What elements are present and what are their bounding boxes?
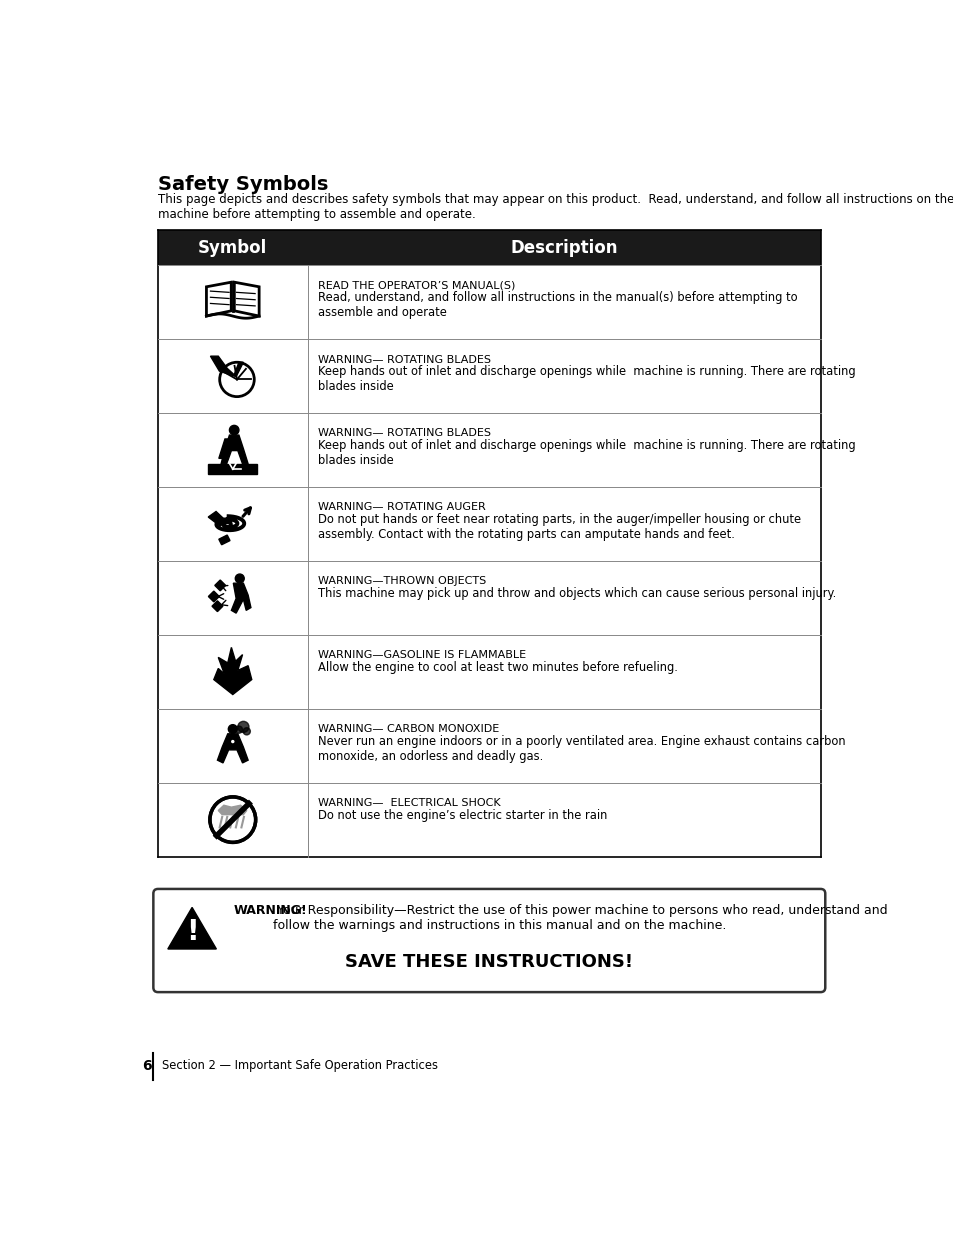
Text: Section 2 — Important Safe Operation Practices: Section 2 — Important Safe Operation Pra… xyxy=(162,1060,437,1072)
Text: Read, understand, and follow all instructions in the manual(s) before attempting: Read, understand, and follow all instruc… xyxy=(318,291,798,320)
Text: WARNING— ROTATING BLADES: WARNING— ROTATING BLADES xyxy=(318,354,491,364)
Text: WARNING—GASOLINE IS FLAMMABLE: WARNING—GASOLINE IS FLAMMABLE xyxy=(318,651,526,661)
Polygon shape xyxy=(212,600,223,611)
Text: Allow the engine to cool at least two minutes before refueling.: Allow the engine to cool at least two mi… xyxy=(318,661,678,674)
Text: Do not put hands or feet near rotating parts, in the auger/impeller housing or c: Do not put hands or feet near rotating p… xyxy=(318,514,801,541)
Polygon shape xyxy=(234,282,259,316)
Text: WARNING— CARBON MONOXIDE: WARNING— CARBON MONOXIDE xyxy=(318,724,499,734)
FancyBboxPatch shape xyxy=(208,464,257,474)
Polygon shape xyxy=(232,583,251,613)
Polygon shape xyxy=(221,435,248,464)
Polygon shape xyxy=(168,908,216,948)
Polygon shape xyxy=(218,805,247,815)
Polygon shape xyxy=(211,356,243,377)
Polygon shape xyxy=(208,592,219,601)
Text: This page depicts and describes safety symbols that may appear on this product. : This page depicts and describes safety s… xyxy=(158,193,953,221)
Circle shape xyxy=(230,425,238,435)
Text: Safety Symbols: Safety Symbols xyxy=(158,175,328,194)
Circle shape xyxy=(235,574,244,583)
Polygon shape xyxy=(206,282,231,316)
Circle shape xyxy=(243,727,250,735)
Text: WARNING— ROTATING AUGER: WARNING— ROTATING AUGER xyxy=(318,503,486,513)
Text: Your Responsibility—Restrict the use of this power machine to persons who read, : Your Responsibility—Restrict the use of … xyxy=(274,904,887,932)
Text: Keep hands out of inlet and discharge openings while  machine is running. There : Keep hands out of inlet and discharge op… xyxy=(318,440,855,467)
Circle shape xyxy=(237,721,249,732)
Text: Symbol: Symbol xyxy=(198,238,267,257)
Text: Keep hands out of inlet and discharge openings while  machine is running. There : Keep hands out of inlet and discharge op… xyxy=(318,366,855,393)
Polygon shape xyxy=(214,580,226,590)
Text: This machine may pick up and throw and objects which can cause serious personal : This machine may pick up and throw and o… xyxy=(318,587,836,600)
Text: WARNING—  ELECTRICAL SHOCK: WARNING— ELECTRICAL SHOCK xyxy=(318,798,500,808)
Polygon shape xyxy=(217,734,248,763)
Polygon shape xyxy=(213,647,252,694)
Circle shape xyxy=(230,739,235,745)
Text: READ THE OPERATOR’S MANUAL(S): READ THE OPERATOR’S MANUAL(S) xyxy=(318,280,516,290)
FancyBboxPatch shape xyxy=(153,889,824,992)
Text: SAVE THESE INSTRUCTIONS!: SAVE THESE INSTRUCTIONS! xyxy=(345,953,633,971)
Text: Do not use the engine’s electric starter in the rain: Do not use the engine’s electric starter… xyxy=(318,809,607,821)
FancyBboxPatch shape xyxy=(158,230,820,266)
Text: !: ! xyxy=(186,918,198,946)
Polygon shape xyxy=(218,535,230,545)
Polygon shape xyxy=(218,438,232,458)
Text: Never run an engine indoors or in a poorly ventilated area. Engine exhaust conta: Never run an engine indoors or in a poor… xyxy=(318,735,845,763)
Circle shape xyxy=(235,726,242,734)
Circle shape xyxy=(210,797,255,842)
Circle shape xyxy=(228,725,237,734)
Text: 6: 6 xyxy=(142,1060,152,1073)
Text: WARNING— ROTATING BLADES: WARNING— ROTATING BLADES xyxy=(318,429,491,438)
Text: WARNING—THROWN OBJECTS: WARNING—THROWN OBJECTS xyxy=(318,577,486,587)
Text: WARNING!: WARNING! xyxy=(233,904,308,918)
Polygon shape xyxy=(208,511,226,526)
Text: Description: Description xyxy=(510,238,618,257)
Circle shape xyxy=(219,362,254,396)
